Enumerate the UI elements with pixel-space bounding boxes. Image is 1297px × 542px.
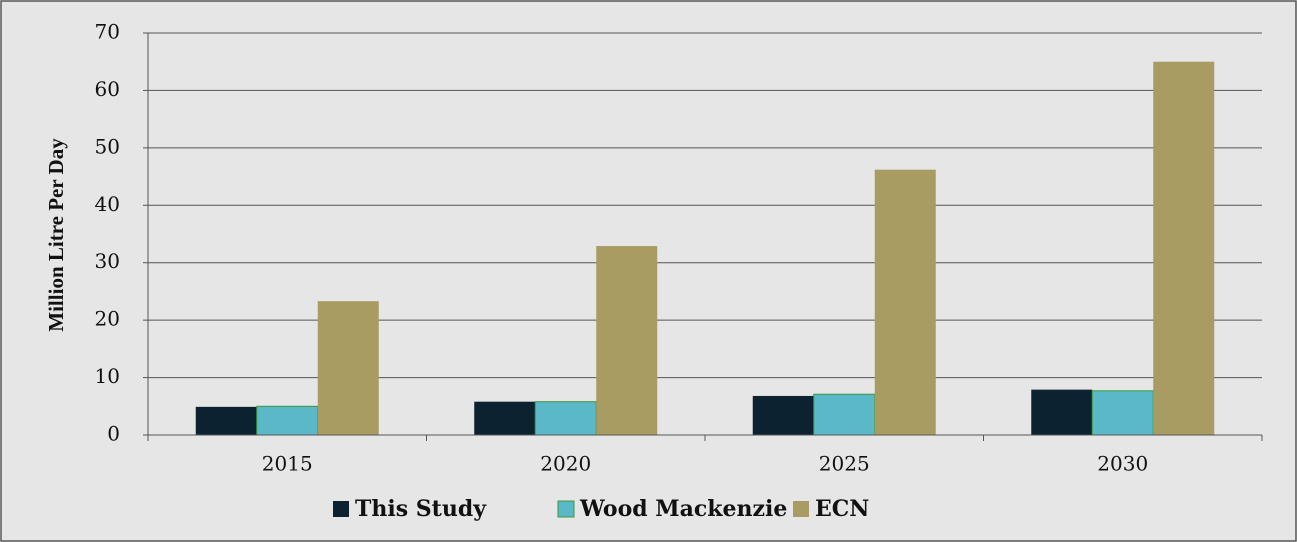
y-tick-label: 60 bbox=[95, 77, 120, 101]
x-tick-label: 2015 bbox=[262, 452, 313, 476]
bar bbox=[474, 401, 536, 435]
bar bbox=[596, 246, 658, 435]
bar bbox=[752, 395, 814, 435]
legend-label: ECN bbox=[815, 496, 869, 522]
legend-swatch bbox=[793, 501, 809, 517]
legend-label: Wood Mackenzie bbox=[579, 496, 787, 522]
x-tick-label: 2025 bbox=[819, 452, 870, 476]
bar bbox=[1153, 61, 1215, 435]
legend-swatch bbox=[333, 501, 349, 517]
bar bbox=[195, 406, 257, 435]
bar bbox=[813, 393, 876, 436]
bar bbox=[256, 405, 319, 436]
bar bbox=[1091, 390, 1154, 436]
y-tick-label: 10 bbox=[95, 364, 120, 388]
x-tick-label: 2030 bbox=[1097, 452, 1148, 476]
bar bbox=[874, 169, 936, 435]
bar bbox=[1031, 389, 1093, 435]
y-tick-label: 20 bbox=[95, 307, 120, 331]
y-tick-label: 40 bbox=[95, 192, 120, 216]
y-tick-label: 0 bbox=[107, 422, 120, 446]
y-tick-label: 30 bbox=[95, 249, 120, 273]
y-tick-label: 70 bbox=[95, 20, 120, 44]
legend-label: This Study bbox=[355, 496, 487, 522]
x-tick-label: 2020 bbox=[540, 452, 591, 476]
legend-swatch bbox=[557, 500, 575, 518]
bar bbox=[317, 301, 379, 435]
legend: This Study Wood Mackenzie ECN bbox=[333, 496, 869, 522]
bar bbox=[534, 401, 597, 436]
y-axis-label: Million Litre Per Day bbox=[44, 138, 68, 332]
y-tick-label: 50 bbox=[95, 134, 120, 158]
